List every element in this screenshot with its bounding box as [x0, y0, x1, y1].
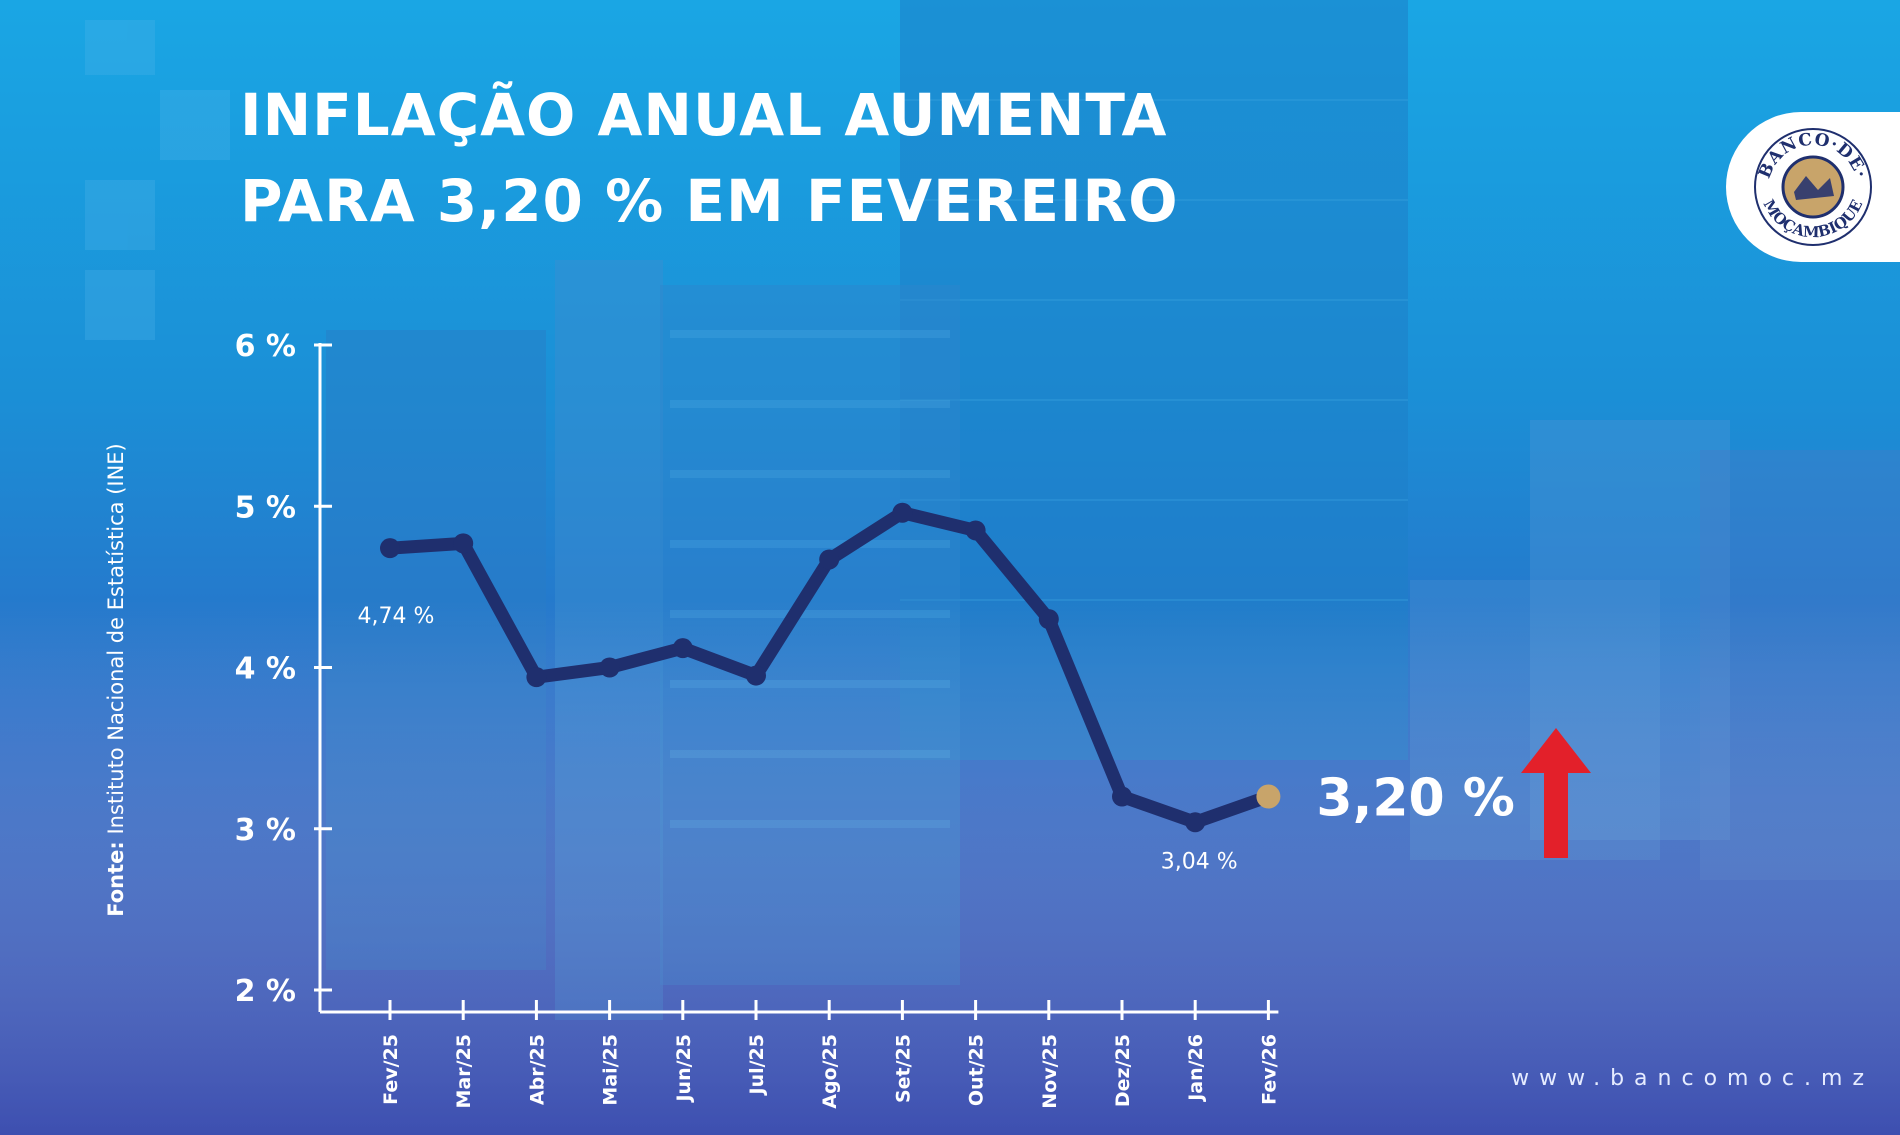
x-tick-label: Set/25	[892, 1034, 914, 1103]
y-tick-label: 4 %	[235, 652, 296, 687]
series-points	[380, 502, 1281, 833]
x-tick-label: Fev/26	[1258, 1034, 1280, 1105]
chart-axes	[318, 343, 1279, 1014]
data-point	[672, 638, 693, 659]
data-point	[892, 502, 913, 523]
x-tick-label: Dez/25	[1112, 1034, 1134, 1107]
y-axis-ticks: 6 % 5 % 4 % 3 % 2 %	[235, 329, 332, 1009]
data-point	[380, 538, 400, 559]
headline-line-2: PARA 3,20 % EM FEVEREIRO	[240, 167, 1179, 235]
y-tick-label: 6 %	[235, 329, 296, 364]
data-point	[599, 657, 620, 678]
data-point	[453, 533, 474, 554]
data-labels: 4,74 % 3,04 %	[358, 604, 1238, 874]
data-label: 3,04 %	[1161, 849, 1238, 874]
data-label: 4,74 %	[358, 604, 435, 629]
x-tick-label: Jan/26	[1185, 1034, 1207, 1103]
x-tick-label: Out/25	[966, 1034, 988, 1106]
headline-line-1: INFLAÇÃO ANUAL AUMENTA	[240, 81, 1168, 149]
x-tick-label: Abr/25	[526, 1034, 548, 1105]
x-axis-ticks: Fev/25 Mar/25 Abr/25 Mai/25 Jun/25 Jul/25 Ago/…	[380, 1000, 1280, 1109]
highlight-point	[1256, 784, 1281, 809]
data-point	[1112, 786, 1132, 807]
x-tick-label: Fev/25	[380, 1034, 402, 1105]
website-url[interactable]: www.bancomoc.mz	[1511, 1066, 1874, 1091]
headline: INFLAÇÃO ANUAL AUMENTA PARA 3,20 % EM FE…	[240, 72, 1179, 244]
banco-de-mocambique-seal-icon: BANCO·DE· MOÇAMBIQUE	[1754, 128, 1872, 246]
data-point	[746, 665, 766, 686]
x-tick-label: Ago/25	[819, 1034, 841, 1109]
x-tick-label: Jun/25	[673, 1034, 695, 1104]
y-tick-label: 5 %	[235, 490, 296, 525]
latest-value-label: 3,20 %	[1316, 769, 1515, 829]
x-tick-label: Mai/25	[600, 1034, 622, 1106]
y-tick-label: 2 %	[235, 974, 296, 1009]
data-point	[1185, 812, 1206, 833]
x-tick-label: Mar/25	[453, 1034, 475, 1108]
x-tick-label: Nov/25	[1039, 1034, 1061, 1109]
data-point	[819, 549, 840, 570]
x-tick-label: Jul/25	[746, 1034, 768, 1097]
bank-logo: BANCO·DE· MOÇAMBIQUE	[1726, 112, 1900, 262]
data-point	[965, 520, 986, 541]
y-tick-label: 3 %	[235, 813, 296, 848]
up-arrow-icon	[1521, 728, 1591, 858]
highlight-group: 3,20 %	[1316, 728, 1591, 858]
data-point	[526, 667, 547, 688]
data-point	[1038, 609, 1059, 630]
